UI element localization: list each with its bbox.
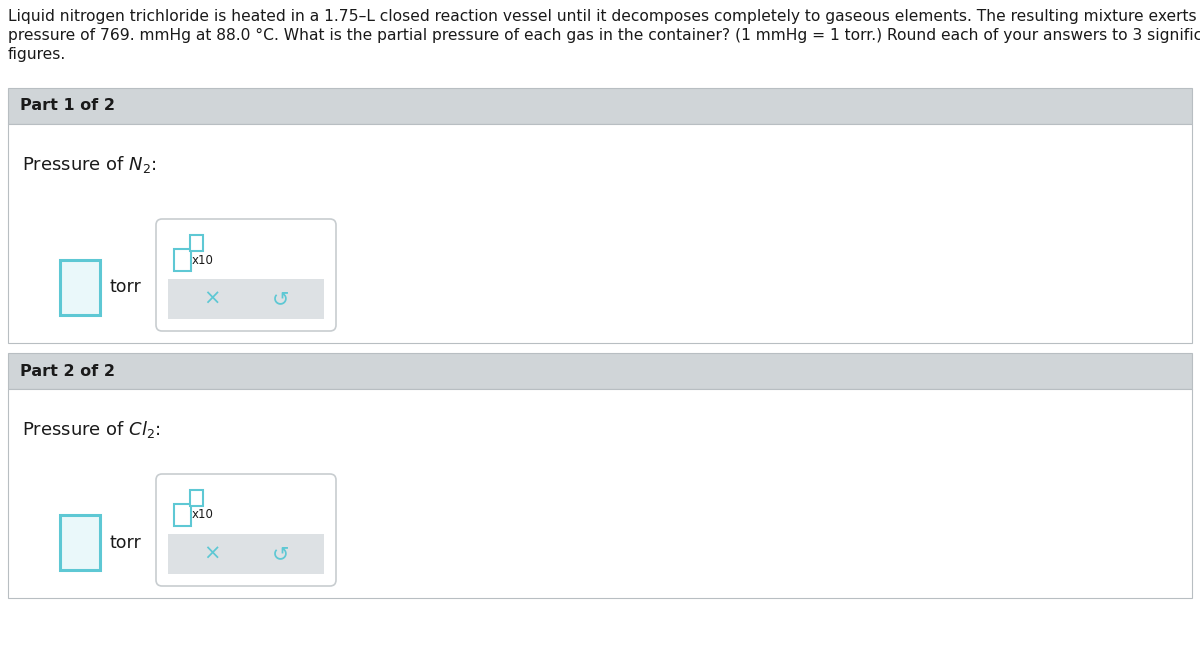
FancyBboxPatch shape (156, 474, 336, 586)
Text: x10: x10 (192, 254, 214, 266)
Text: ×: × (203, 544, 221, 564)
FancyBboxPatch shape (8, 124, 1192, 343)
FancyBboxPatch shape (8, 353, 1192, 389)
Text: x10: x10 (192, 508, 214, 521)
FancyBboxPatch shape (174, 504, 191, 526)
FancyBboxPatch shape (190, 235, 203, 251)
Text: ↺: ↺ (271, 289, 289, 309)
Text: torr: torr (110, 278, 142, 296)
FancyBboxPatch shape (168, 279, 324, 319)
FancyBboxPatch shape (174, 249, 191, 271)
FancyBboxPatch shape (156, 219, 336, 331)
Text: Part 1 of 2: Part 1 of 2 (20, 99, 115, 114)
Text: figures.: figures. (8, 47, 66, 62)
FancyBboxPatch shape (168, 534, 324, 574)
FancyBboxPatch shape (60, 260, 100, 315)
Text: Part 2 of 2: Part 2 of 2 (20, 363, 115, 378)
Text: Liquid nitrogen trichloride is heated in a 1.75–L closed reaction vessel until i: Liquid nitrogen trichloride is heated in… (8, 9, 1200, 24)
FancyBboxPatch shape (8, 389, 1192, 598)
FancyBboxPatch shape (60, 515, 100, 570)
Text: ×: × (203, 289, 221, 309)
Text: Pressure of $Cl_2$:: Pressure of $Cl_2$: (22, 419, 161, 440)
Text: pressure of 769. mmHg at 88.0 °C. What is the partial pressure of each gas in th: pressure of 769. mmHg at 88.0 °C. What i… (8, 28, 1200, 43)
Text: torr: torr (110, 534, 142, 551)
FancyBboxPatch shape (8, 88, 1192, 124)
Text: Pressure of $N_2$:: Pressure of $N_2$: (22, 154, 157, 175)
FancyBboxPatch shape (190, 490, 203, 506)
Text: ↺: ↺ (271, 544, 289, 564)
